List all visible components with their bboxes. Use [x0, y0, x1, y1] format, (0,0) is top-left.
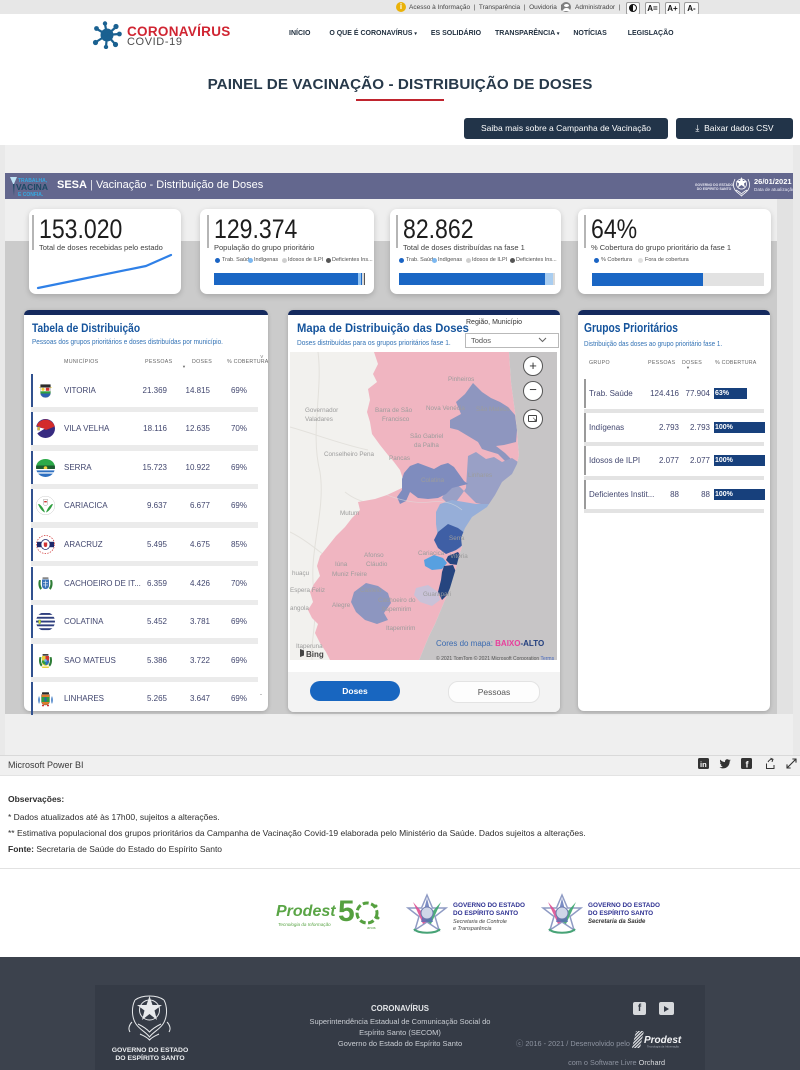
svg-text:Itaperuna: Itaperuna	[296, 643, 323, 650]
svg-text:Alegre: Alegre	[332, 602, 351, 609]
svg-text:Nova Venécia: Nova Venécia	[426, 405, 465, 412]
svg-text:Afonso: Afonso	[364, 552, 384, 559]
svg-text:Barra de São: Barra de São	[375, 407, 413, 414]
svg-text:© 2021 TomTom © 2021 Microsof: © 2021 TomTom © 2021 Microsoft Corporati…	[436, 655, 555, 660]
svg-text:Colatina: Colatina	[421, 477, 445, 484]
svg-text:huaçu: huaçu	[292, 570, 310, 577]
svg-text:Cláudio: Cláudio	[366, 561, 388, 568]
svg-text:Guarapari: Guarapari	[423, 591, 451, 598]
svg-text:Pinheiros: Pinheiros	[448, 376, 474, 383]
svg-text:Linhares: Linhares	[468, 472, 492, 479]
svg-text:São Mateus: São Mateus	[476, 406, 510, 413]
svg-text:Valadares: Valadares	[305, 416, 333, 423]
svg-text:Itapemirim: Itapemirim	[386, 625, 415, 632]
svg-text:Francisco: Francisco	[382, 416, 410, 423]
svg-text:Itapemirim: Itapemirim	[382, 606, 411, 613]
svg-text:in: in	[700, 760, 707, 769]
svg-text:Mutum: Mutum	[340, 510, 359, 517]
svg-text:anos: anos	[367, 925, 376, 930]
svg-text:E CONFIA.: E CONFIA.	[18, 192, 44, 197]
svg-text:Pancas: Pancas	[389, 455, 410, 462]
svg-text:Cachoeiro do: Cachoeiro do	[378, 597, 416, 604]
svg-text:Conselheiro Pena: Conselheiro Pena	[324, 451, 375, 458]
svg-text:Tecnologia da Informação: Tecnologia da Informação	[647, 1045, 679, 1049]
svg-text:Castelo: Castelo	[360, 587, 382, 594]
svg-text:Espera Feliz: Espera Feliz	[290, 587, 325, 594]
svg-text:Prodest: Prodest	[644, 1035, 682, 1046]
svg-text:Muniz Freire: Muniz Freire	[332, 571, 367, 578]
svg-text:TRABALHA,: TRABALHA,	[18, 178, 48, 184]
svg-text:São Gabriel: São Gabriel	[410, 433, 443, 440]
svg-text:Bing: Bing	[306, 650, 324, 659]
svg-text:VACINA: VACINA	[16, 182, 48, 192]
svg-text:f: f	[746, 760, 750, 770]
svg-text:Governador: Governador	[305, 407, 338, 414]
svg-text:Cores do mapa: BAIXO-ALTO: Cores do mapa: BAIXO-ALTO	[436, 639, 544, 648]
svg-text:Vitória: Vitória	[450, 553, 468, 560]
svg-text:Serra: Serra	[449, 535, 465, 542]
svg-text:da Palha: da Palha	[414, 442, 439, 449]
svg-text:Cariacica: Cariacica	[418, 550, 445, 557]
svg-text:angola: angola	[290, 605, 309, 612]
svg-text:Iúna: Iúna	[335, 561, 348, 568]
